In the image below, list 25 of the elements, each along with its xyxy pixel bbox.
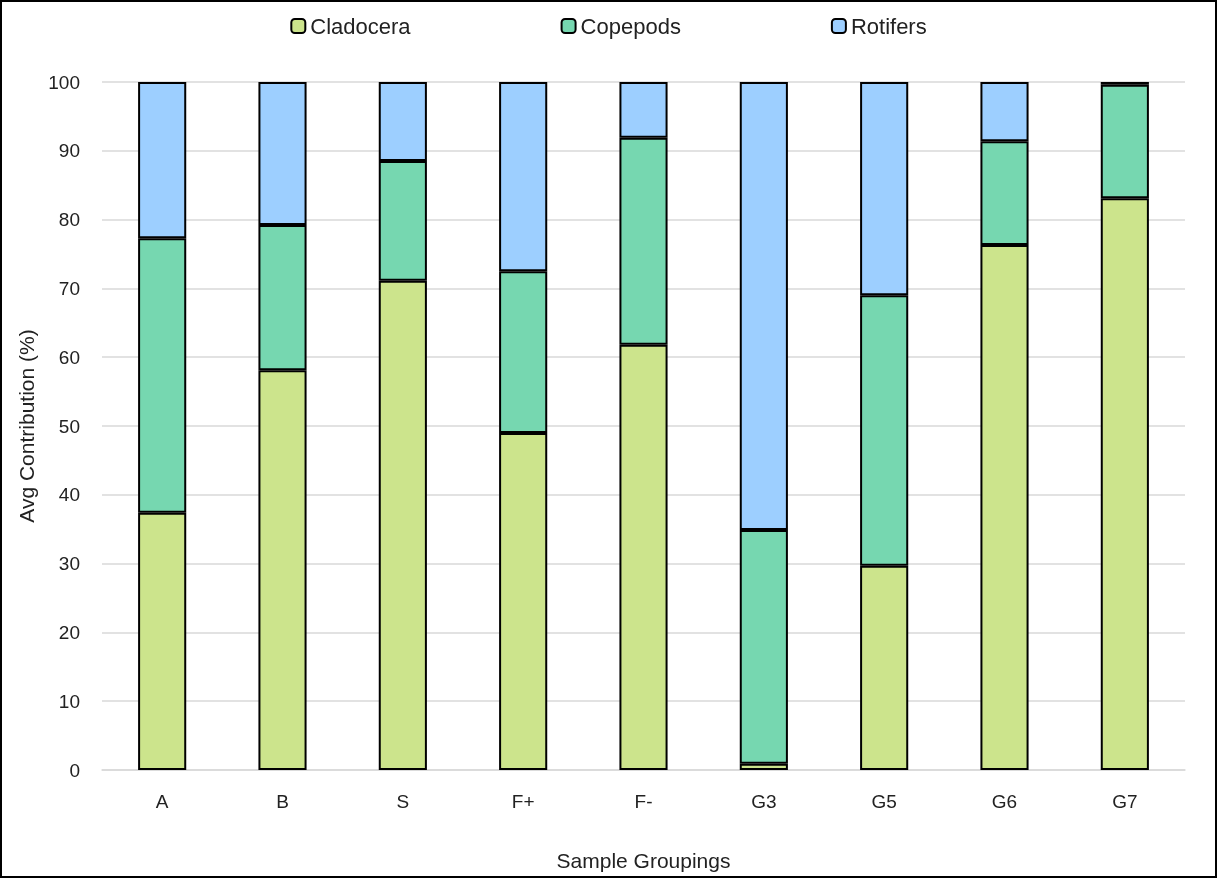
y-tick-label: 90 <box>58 140 80 162</box>
y-axis-title: Avg Contribution (%) <box>15 329 39 523</box>
y-tick-label: 70 <box>58 277 80 299</box>
x-axis-title: Sample Groupings <box>556 849 731 872</box>
y-tick-label: 80 <box>58 209 80 231</box>
y-tick-label: 60 <box>58 346 80 368</box>
x-tick-label: G5 <box>871 791 897 812</box>
x-tick-label: B <box>276 791 289 812</box>
y-tick-label: 10 <box>58 690 80 712</box>
y-tick-label: 40 <box>58 484 80 506</box>
x-tick-label: G7 <box>1112 791 1138 812</box>
legend-label: Rotifers <box>850 13 927 39</box>
x-tick-label: G6 <box>991 791 1018 812</box>
y-tick-label: 0 <box>69 759 80 781</box>
y-tick-label: 20 <box>58 621 80 643</box>
x-tick-label: S <box>396 791 410 812</box>
y-tick-label: 50 <box>58 415 80 437</box>
x-tick-label: A <box>155 791 169 812</box>
x-tick-label: G3 <box>751 791 777 812</box>
legend-label: Copepods <box>580 13 681 39</box>
y-tick-label: 100 <box>48 71 80 93</box>
x-tick-label: F- <box>634 791 653 812</box>
x-tick-label: F+ <box>511 791 535 812</box>
legend-label: Cladocera <box>310 13 412 39</box>
y-tick-label: 30 <box>58 553 80 575</box>
